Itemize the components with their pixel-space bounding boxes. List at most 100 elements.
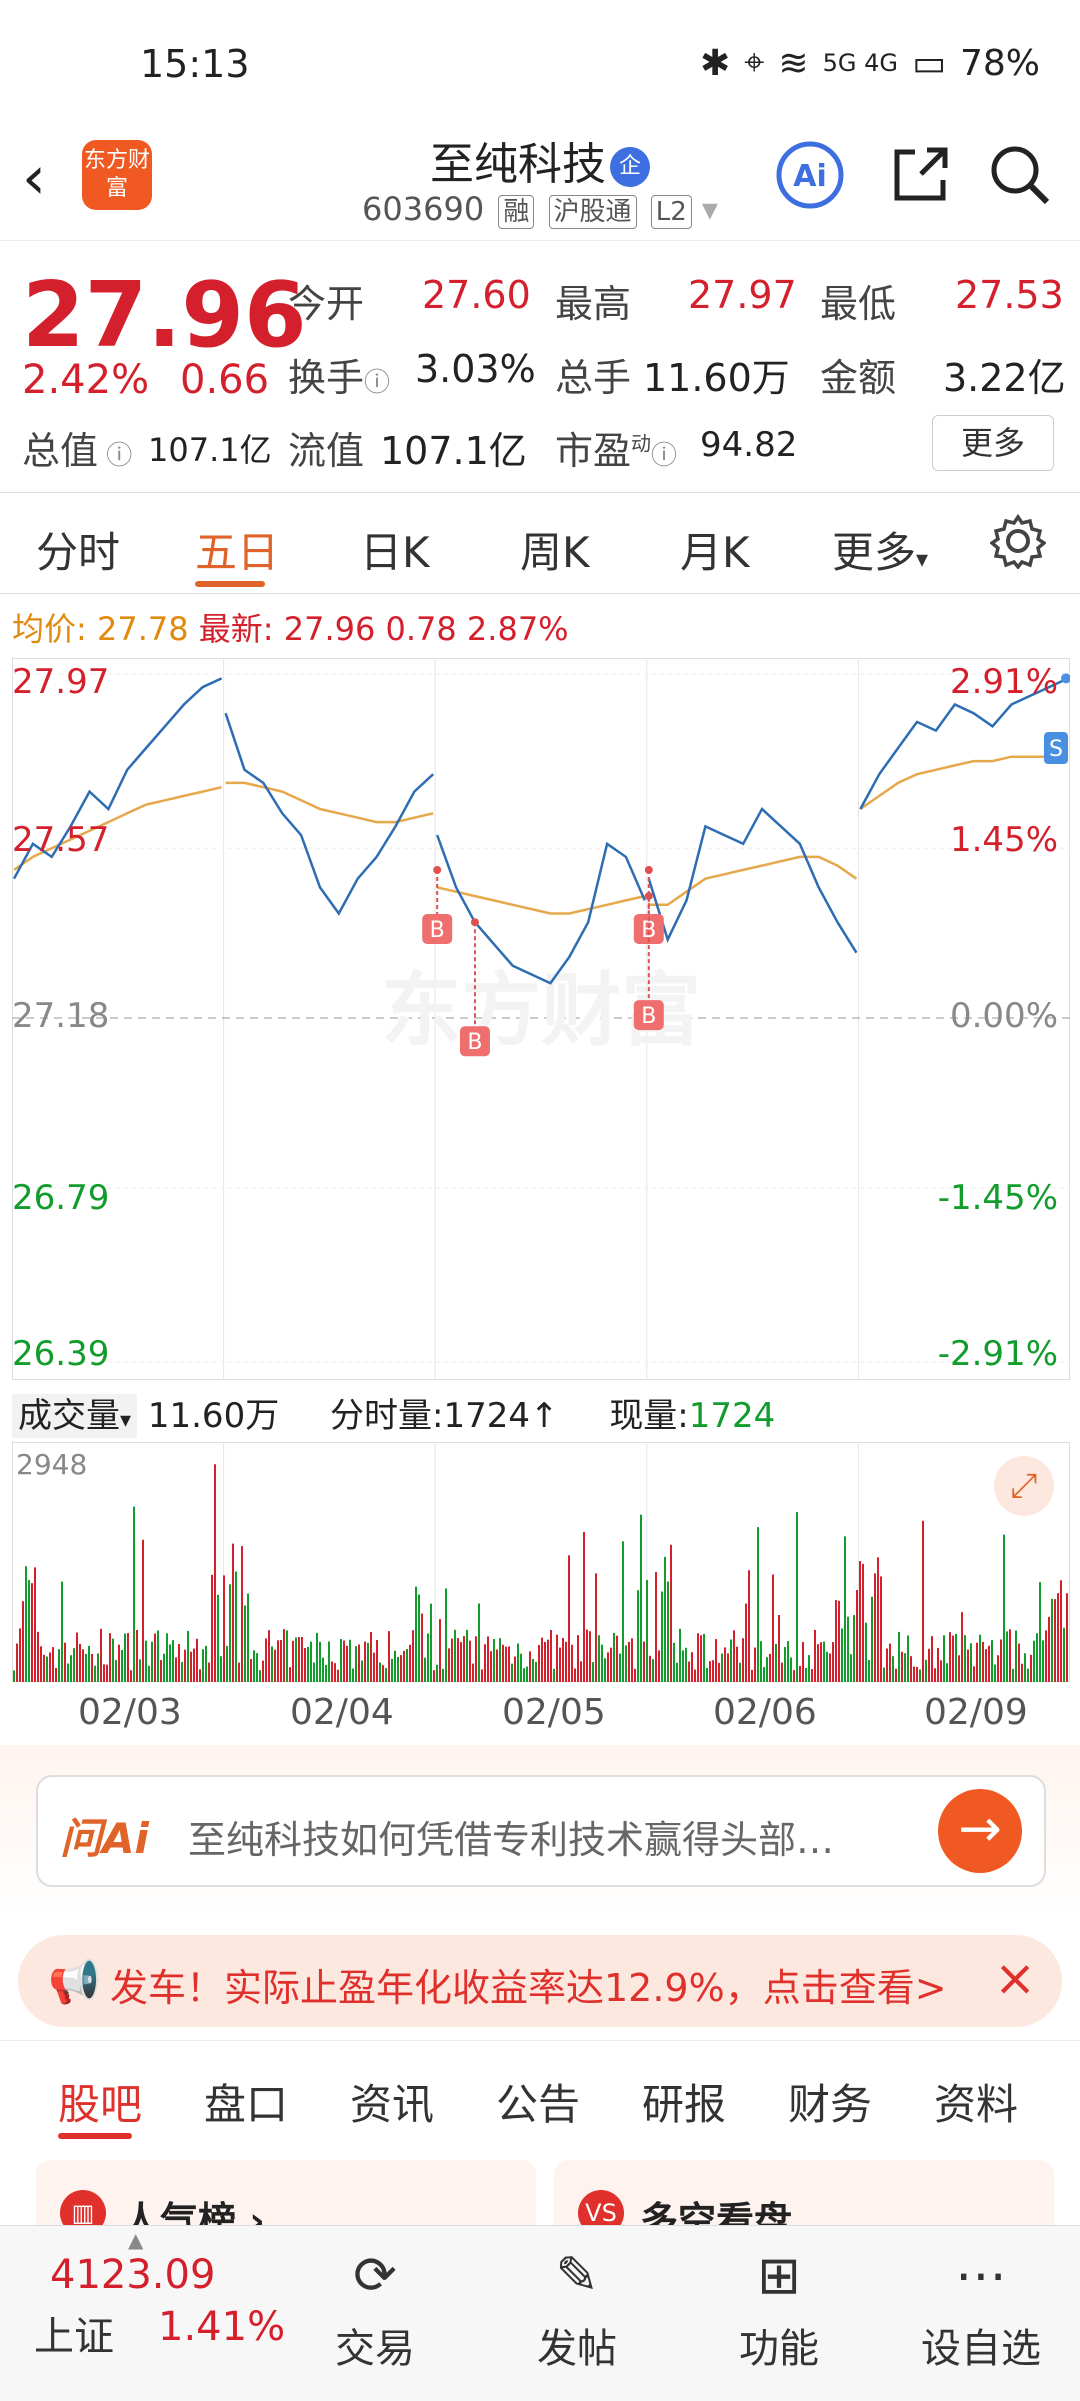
volume-header: 成交量▾ 11.60万 分时量:1724↑ 现量:1724 <box>12 1388 775 1438</box>
bluetooth-icon: ✱ <box>699 42 731 84</box>
amount-label: 金额 <box>820 356 897 400</box>
sell-marker-label: S <box>1049 737 1063 762</box>
network-indicator: 5G 4G <box>822 49 898 77</box>
tab-research[interactable]: 研报 <box>642 2080 727 2129</box>
change-percent: 2.42% <box>22 357 150 403</box>
tab-weekly-k[interactable]: 周K <box>520 528 590 577</box>
price-line <box>224 712 435 916</box>
ai-prompt: 至纯科技如何凭借专利技术赢得头部… <box>188 1818 835 1862</box>
volume-total: 11.60万 <box>147 1396 280 1436</box>
mcap-value: 107.1亿 <box>148 431 272 469</box>
x-tick: 02/04 <box>290 1692 394 1733</box>
close-icon[interactable]: × <box>994 1949 1036 2007</box>
nav-trade-label: 交易 <box>335 2326 415 2372</box>
current-volume-label: 现量: <box>609 1396 689 1436</box>
info-icon[interactable]: ⓘ <box>98 441 133 471</box>
ai-question-bar: 问Ai 至纯科技如何凭借专利技术赢得头部… → <box>0 1745 1080 1915</box>
grid-icon: ⊞ <box>757 2246 801 2306</box>
bull-bear-card[interactable]: VS 多空看盘 <box>554 2160 1054 2230</box>
y-right-tick: 1.45% <box>949 820 1058 860</box>
chart-frame <box>12 658 1070 1380</box>
tab-intraday[interactable]: 分时 <box>36 528 121 577</box>
volume-value: 11.60万 <box>643 356 790 400</box>
buy-marker-dot <box>644 892 653 901</box>
tab-more[interactable]: 更多▾ <box>832 528 929 577</box>
nav-functions[interactable]: ⊞ 功能 <box>704 2236 854 2374</box>
y-left-tick: 26.79 <box>12 1178 110 1218</box>
last-price: 27.96 <box>22 263 307 368</box>
tab-five-day[interactable]: 五日 <box>195 528 280 577</box>
nav-watchlist[interactable]: ⋯ 设自选 <box>906 2236 1056 2374</box>
share-icon[interactable] <box>885 140 955 210</box>
chart-legend: 均价: 27.78 最新: 27.96 0.78 2.87% <box>12 604 569 650</box>
bull-bear-label: 多空看盘 <box>640 2199 793 2230</box>
expand-icon[interactable]: ⤢ <box>994 1456 1054 1516</box>
tab-monthly-k[interactable]: 月K <box>680 528 750 577</box>
nav-post-label: 发帖 <box>537 2326 617 2372</box>
nav-post[interactable]: ✎ 发帖 <box>502 2236 652 2374</box>
enterprise-badge: 企 <box>610 147 650 187</box>
tab-daily-k[interactable]: 日K <box>360 528 430 577</box>
tab-profile[interactable]: 资料 <box>934 2080 1019 2129</box>
y-left-tick: 27.97 <box>12 662 110 702</box>
chevron-down-icon[interactable]: ▾ <box>701 190 718 228</box>
volume-chart[interactable]: 2948 ⤢ <box>12 1442 1070 1682</box>
promo-banner[interactable]: 📢 发车！实际止盈年化收益率达12.9%，点击查看> × <box>18 1935 1062 2027</box>
volume-selector[interactable]: 成交量▾ <box>12 1394 138 1438</box>
buy-marker-dot <box>433 865 442 874</box>
tab-news[interactable]: 资讯 <box>350 2080 435 2129</box>
turnover-value: 3.03% <box>415 347 536 391</box>
open-label: 今开 <box>288 282 365 326</box>
buy-marker-badge <box>459 1026 490 1057</box>
y-right-tick: 0.00% <box>949 996 1058 1036</box>
nav-watchlist-label: 设自选 <box>921 2326 1041 2372</box>
pe-value: 94.82 <box>700 425 798 465</box>
last-price-dot <box>1061 673 1071 684</box>
y-left-tick: 27.18 <box>12 996 110 1036</box>
popularity-card[interactable]: ▥ 人气榜 › <box>36 2160 536 2230</box>
avg-line <box>648 855 858 907</box>
tab-forum[interactable]: 股吧 <box>58 2080 143 2129</box>
tab-announcements[interactable]: 公告 <box>496 2080 581 2129</box>
vs-icon: VS <box>578 2190 624 2230</box>
avg-line <box>13 785 222 871</box>
arrow-right-icon[interactable]: → <box>938 1789 1022 1873</box>
app-logo: 东方财富 <box>82 140 152 210</box>
latest-change: 0.78 <box>385 610 457 648</box>
amount-value: 3.22亿 <box>943 356 1066 400</box>
buy-marker-label: B <box>430 918 445 943</box>
back-icon[interactable]: ‹ <box>22 143 46 213</box>
battery-icon: ▭ <box>911 42 946 84</box>
open-value: 27.60 <box>422 273 531 317</box>
status-time: 15:13 <box>140 42 250 86</box>
avg-value: 27.78 <box>96 610 189 648</box>
quote-panel: 27.96 2.42% 0.66 总值 ⓘ 107.1亿 今开 27.60 最高… <box>0 245 1080 490</box>
price-line <box>647 806 858 954</box>
price-chart[interactable]: 东方财富 B B B B S 27.97 27.57 27.18 26.79 26.39 … <box>12 658 1071 1380</box>
gear-icon[interactable] <box>990 513 1046 569</box>
stock-subtitle: 603690 融 沪股通 L2 ▾ <box>0 190 1080 229</box>
info-tabs: 股吧 盘口 资讯 公告 研报 财务 资料 <box>0 2040 1080 2146</box>
high-label: 最高 <box>555 282 632 326</box>
turnover-label: 换手ⓘ <box>288 356 391 400</box>
buy-marker-dot <box>644 865 653 874</box>
more-button[interactable]: 更多 <box>932 415 1054 471</box>
l2-tag: L2 <box>650 195 692 229</box>
index-ticker[interactable]: ▲ 4123.09 上证 1.41% <box>0 2226 300 2401</box>
volume-max-label: 2948 <box>16 1448 88 1481</box>
search-icon[interactable] <box>985 140 1055 210</box>
chevron-up-icon: ▲ <box>128 2228 144 2252</box>
sell-marker-badge <box>1044 732 1068 765</box>
price-line <box>859 677 1069 810</box>
y-right-tick: -1.45% <box>937 1178 1058 1218</box>
nav-trade[interactable]: ⟳ 交易 <box>300 2236 450 2374</box>
active-tab-indicator <box>58 2133 132 2139</box>
feature-cards: ▥ 人气榜 › VS 多空看盘 <box>0 2150 1080 2230</box>
ai-icon[interactable]: Ai <box>775 140 845 210</box>
buy-marker-label: B <box>641 918 656 943</box>
tab-financials[interactable]: 财务 <box>788 2080 873 2129</box>
y-left-tick: 27.57 <box>12 820 110 860</box>
ai-question-input[interactable]: 问Ai 至纯科技如何凭借专利技术赢得头部… → <box>36 1775 1046 1887</box>
tab-orderbook[interactable]: 盘口 <box>204 2080 289 2129</box>
